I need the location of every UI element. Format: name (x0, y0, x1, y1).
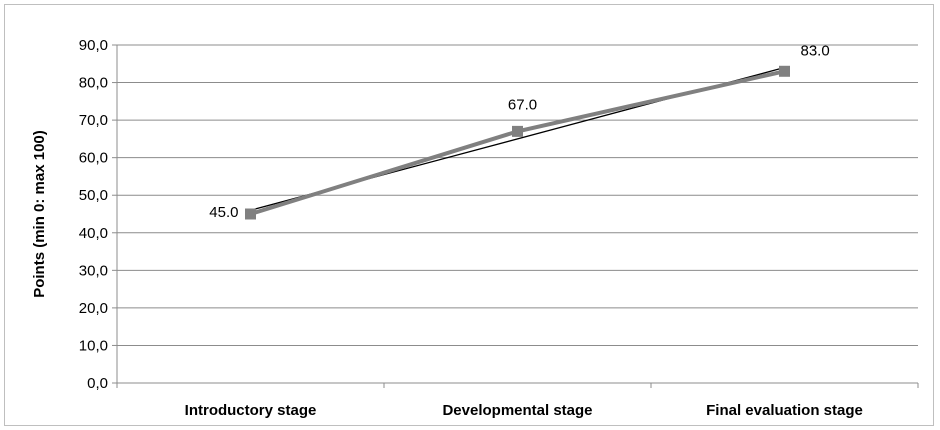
data-labels: 45.0 67.0 83.0 (209, 42, 829, 221)
y-axis-title: Points (min 0: max 100) (31, 130, 48, 298)
data-label: 83.0 (801, 42, 830, 59)
y-tick-label: 40,0 (79, 225, 108, 242)
y-tick-label: 50,0 (79, 187, 108, 204)
gridlines (117, 44, 918, 346)
series-line (249, 69, 785, 216)
x-tick-label: Introductory stage (185, 402, 317, 419)
data-label: 45.0 (209, 204, 238, 221)
y-tick-label: 90,0 (79, 37, 108, 54)
data-point-marker (245, 208, 256, 220)
data-label: 67.0 (508, 96, 537, 113)
axes (112, 44, 919, 388)
y-tick-labels: 0,0 10,0 20,0 30,0 40,0 50,0 60,0 70,0 80,0 90,0 (79, 37, 108, 392)
series-layer (245, 65, 790, 220)
x-tick-label: Final evaluation stage (706, 402, 863, 419)
x-tick-labels: Introductory stage Developmental stage Fin… (185, 402, 863, 419)
y-tick-label: 0,0 (87, 375, 108, 392)
y-tick-label: 70,0 (79, 112, 108, 129)
y-tick-label: 80,0 (79, 75, 108, 92)
data-point-marker (512, 125, 523, 137)
x-tick-label: Developmental stage (442, 402, 592, 419)
y-tick-label: 10,0 (79, 337, 108, 354)
y-tick-label: 60,0 (79, 150, 108, 167)
data-point-marker (779, 65, 790, 77)
y-tick-label: 20,0 (79, 300, 108, 317)
y-tick-label: 30,0 (79, 262, 108, 279)
